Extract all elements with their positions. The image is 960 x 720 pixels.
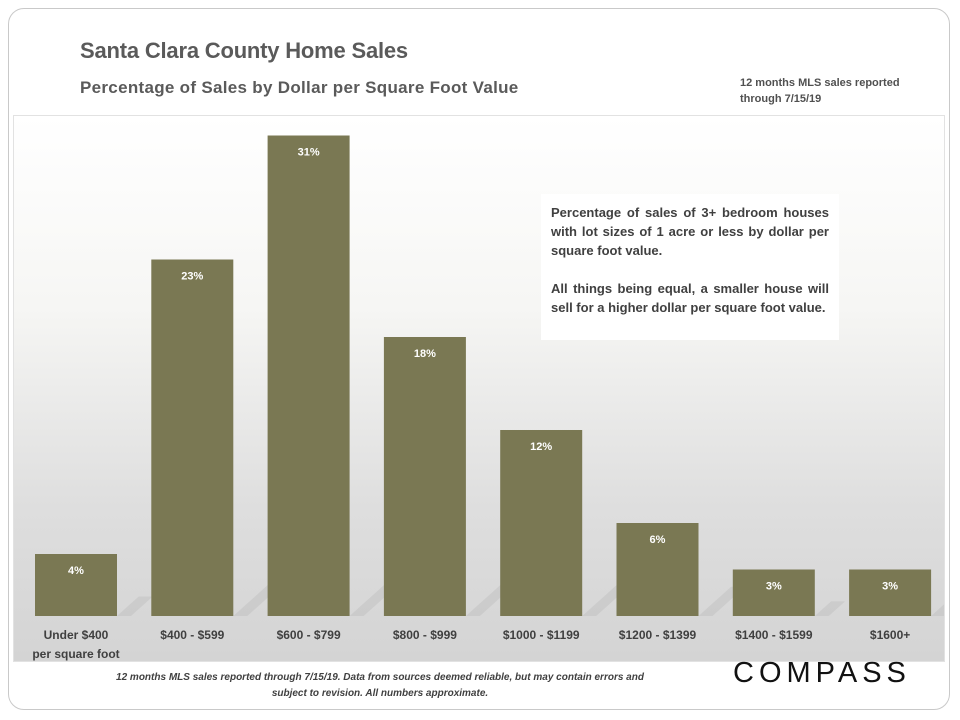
annotation-paragraph-1: Percentage of sales of 3+ bedroom houses… — [551, 205, 829, 258]
bar-data-label: 4% — [68, 565, 84, 577]
x-tick-label: $800 - $999 — [393, 628, 457, 642]
x-tick-label: $400 - $599 — [160, 628, 224, 642]
bar-data-label: 3% — [882, 581, 898, 593]
bar-data-label: 23% — [181, 271, 203, 283]
bar — [732, 569, 815, 616]
x-tick-label: $1200 - $1399 — [619, 628, 697, 642]
bar-data-label: 18% — [414, 348, 436, 360]
bar-shadow — [117, 596, 153, 616]
chart-subtitle: Percentage of Sales by Dollar per Square… — [80, 78, 519, 97]
footer-disclaimer: 12 months MLS sales reported through 7/1… — [116, 672, 644, 699]
bar-shadow — [931, 604, 944, 616]
bar — [849, 569, 932, 616]
bar — [35, 554, 117, 616]
source-note: 12 months MLS sales reported through 7/1… — [740, 77, 900, 105]
bar-data-label: 6% — [650, 534, 666, 546]
bar — [616, 523, 699, 616]
bar — [267, 135, 350, 616]
annotation-box: Percentage of sales of 3+ bedroom houses… — [541, 194, 839, 340]
bar-shadow — [814, 601, 846, 616]
x-tick-label: $1000 - $1199 — [503, 628, 580, 642]
bar-chart: 4% Under $400 per square foot 23% $400 - $59… — [32, 135, 944, 661]
bar-data-label: 31% — [298, 147, 320, 159]
bar — [500, 430, 583, 616]
compass-logo: COMPASS — [733, 657, 911, 689]
x-tick-label: $1400 - $1599 — [735, 628, 813, 642]
x-tick-label: $1600+ — [870, 628, 910, 642]
x-tick-label: $600 - $799 — [277, 628, 341, 642]
bar — [383, 337, 466, 616]
bar-data-label: 3% — [766, 581, 782, 593]
chart-title: Santa Clara County Home Sales — [80, 38, 408, 63]
annotation-paragraph-2: All things being equal, a smaller house … — [551, 281, 829, 315]
bar — [151, 259, 234, 616]
bar-data-label: 12% — [530, 441, 552, 453]
x-tick-label: Under $400 per square foot — [32, 628, 119, 661]
